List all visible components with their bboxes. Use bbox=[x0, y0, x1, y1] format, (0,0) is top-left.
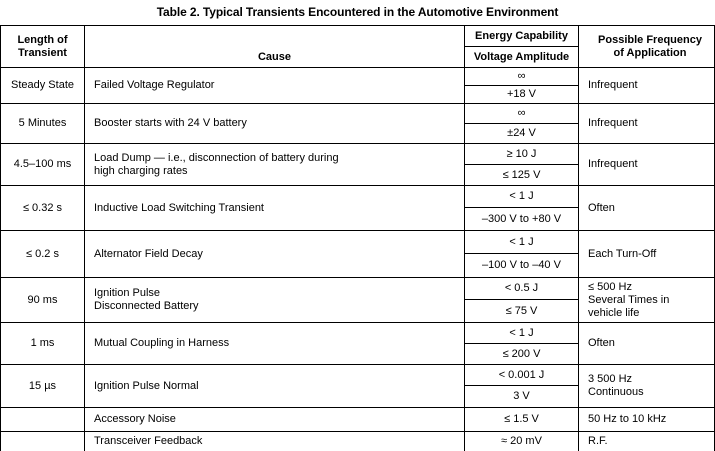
length-cell: ≤ 0.32 s bbox=[0, 185, 85, 231]
frequency-cell: Each Turn-Off bbox=[578, 230, 715, 278]
cause-cell: Booster starts with 24 V battery bbox=[84, 103, 465, 144]
table-row: 4.5–100 ms Load Dump — i.e., disconnecti… bbox=[0, 143, 715, 186]
header-cause: Cause bbox=[84, 25, 465, 68]
frequency-cell: 3 500 Hz Continuous bbox=[578, 364, 715, 408]
length-cell: 90 ms bbox=[0, 277, 85, 323]
table-row-sub: –100 V to –40 V bbox=[1, 253, 715, 278]
voltage-cell: ≤ 125 V bbox=[464, 164, 579, 186]
page-title: Table 2. Typical Transients Encountered … bbox=[156, 5, 559, 19]
table-row: 15 µs Ignition Pulse Normal < 0.001 J 3 … bbox=[0, 364, 715, 408]
cause-cell: Transceiver Feedback bbox=[84, 431, 465, 451]
header-energy-capability: Energy Capability bbox=[464, 25, 579, 47]
cause-cell: Accessory Noise bbox=[84, 407, 465, 432]
frequency-cell: Infrequent bbox=[578, 67, 715, 104]
voltage-cell: ±24 V bbox=[464, 123, 579, 144]
voltage-cell: ≈ 20 mV bbox=[464, 431, 579, 451]
energy-cell: < 1 J bbox=[464, 322, 579, 344]
table-row: 5 Minutes Booster starts with 24 V batte… bbox=[0, 103, 715, 144]
length-cell: 5 Minutes bbox=[0, 103, 85, 144]
transients-table: Length of Transient Cause Energy Capabil… bbox=[0, 25, 715, 451]
cause-cell: Load Dump — i.e., disconnection of batte… bbox=[84, 143, 465, 186]
table-row: 90 ms Ignition Pulse Disconnected Batter… bbox=[0, 277, 715, 323]
header-row: Length of Transient Cause Energy Capabil… bbox=[0, 25, 715, 68]
table-row: ≤ 0.2 s Alternator Field Decay < 1 J Eac… bbox=[0, 230, 715, 278]
voltage-cell: 3 V bbox=[464, 385, 579, 408]
table-row-sub: –300 V to +80 V bbox=[1, 207, 715, 231]
cause-cell: Ignition Pulse Normal bbox=[84, 364, 465, 408]
table-row: Steady State Failed Voltage Regulator ∞ … bbox=[0, 67, 715, 104]
energy-cell: ≥ 10 J bbox=[464, 143, 579, 165]
cause-cell: Ignition Pulse Disconnected Battery bbox=[84, 277, 465, 323]
voltage-cell: ≤ 200 V bbox=[464, 343, 579, 365]
frequency-cell: Often bbox=[578, 185, 715, 231]
length-cell bbox=[0, 431, 85, 451]
energy-cell: < 0.001 J bbox=[464, 364, 579, 386]
length-cell: 15 µs bbox=[0, 364, 85, 408]
voltage-cell: –300 V to +80 V bbox=[464, 207, 579, 231]
frequency-cell: Infrequent bbox=[578, 103, 715, 144]
table-row: Transceiver Feedback ≈ 20 mV R.F. bbox=[0, 431, 715, 451]
cause-cell: Alternator Field Decay bbox=[84, 230, 465, 278]
energy-cell: < 1 J bbox=[464, 230, 579, 254]
cause-cell: Failed Voltage Regulator bbox=[84, 67, 465, 104]
frequency-cell: ≤ 500 Hz Several Times in vehicle life bbox=[578, 277, 715, 323]
energy-cell: < 1 J bbox=[464, 185, 579, 208]
voltage-cell: ≤ 1.5 V bbox=[464, 407, 579, 432]
voltage-cell: –100 V to –40 V bbox=[464, 253, 579, 278]
voltage-cell: ≤ 75 V bbox=[464, 299, 579, 323]
cause-cell: Mutual Coupling in Harness bbox=[84, 322, 465, 365]
energy-cell: ∞ bbox=[464, 67, 579, 86]
energy-cell: ∞ bbox=[464, 103, 579, 124]
header-length-of-transient: Length of Transient bbox=[0, 25, 85, 68]
length-cell: 1 ms bbox=[0, 322, 85, 365]
table-row: ≤ 0.32 s Inductive Load Switching Transi… bbox=[0, 185, 715, 231]
header-voltage-amplitude: Voltage Amplitude bbox=[464, 46, 579, 68]
length-cell: ≤ 0.2 s bbox=[0, 230, 85, 278]
voltage-cell: +18 V bbox=[464, 85, 579, 104]
table-row: Accessory Noise ≤ 1.5 V 50 Hz to 10 kHz bbox=[0, 407, 715, 432]
frequency-cell: Infrequent bbox=[578, 143, 715, 186]
length-cell bbox=[0, 407, 85, 432]
frequency-cell: R.F. bbox=[578, 431, 715, 451]
length-cell: 4.5–100 ms bbox=[0, 143, 85, 186]
table-row-sub: ≤ 75 V bbox=[1, 299, 715, 323]
length-cell: Steady State bbox=[0, 67, 85, 104]
frequency-cell: Often bbox=[578, 322, 715, 365]
cause-cell: Inductive Load Switching Transient bbox=[84, 185, 465, 231]
energy-cell: < 0.5 J bbox=[464, 277, 579, 300]
table-row: 1 ms Mutual Coupling in Harness < 1 J Of… bbox=[0, 322, 715, 365]
frequency-cell: 50 Hz to 10 kHz bbox=[578, 407, 715, 432]
header-possible-frequency: Possible Frequency of Application bbox=[578, 25, 715, 68]
